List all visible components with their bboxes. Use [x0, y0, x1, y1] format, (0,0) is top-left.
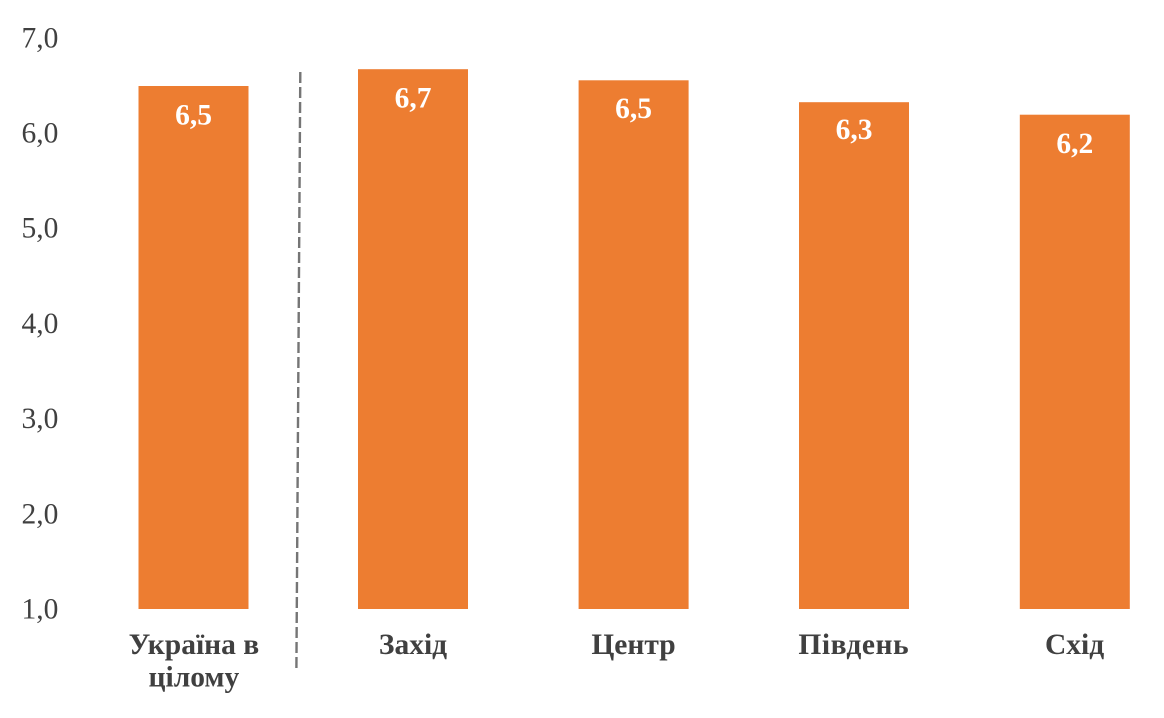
svg-text:6,5: 6,5 [615, 93, 652, 125]
svg-text:2,0: 2,0 [22, 498, 59, 530]
svg-text:5,0: 5,0 [22, 213, 59, 245]
svg-text:цілому: цілому [149, 662, 240, 694]
svg-text:6,2: 6,2 [1056, 128, 1093, 160]
svg-text:6,3: 6,3 [836, 114, 873, 146]
svg-text:7,0: 7,0 [22, 22, 59, 54]
svg-text:4,0: 4,0 [22, 308, 59, 340]
svg-text:Україна в: Україна в [129, 629, 260, 661]
svg-text:1,0: 1,0 [22, 594, 59, 626]
svg-text:6,0: 6,0 [22, 117, 59, 149]
svg-text:6,5: 6,5 [175, 99, 212, 131]
svg-text:Центр: Центр [591, 629, 675, 661]
svg-text:Південь: Південь [798, 629, 909, 661]
svg-text:Захід: Захід [379, 629, 447, 661]
svg-text:6,7: 6,7 [395, 83, 432, 115]
svg-text:3,0: 3,0 [22, 403, 59, 435]
svg-text:Схід: Схід [1045, 629, 1104, 661]
